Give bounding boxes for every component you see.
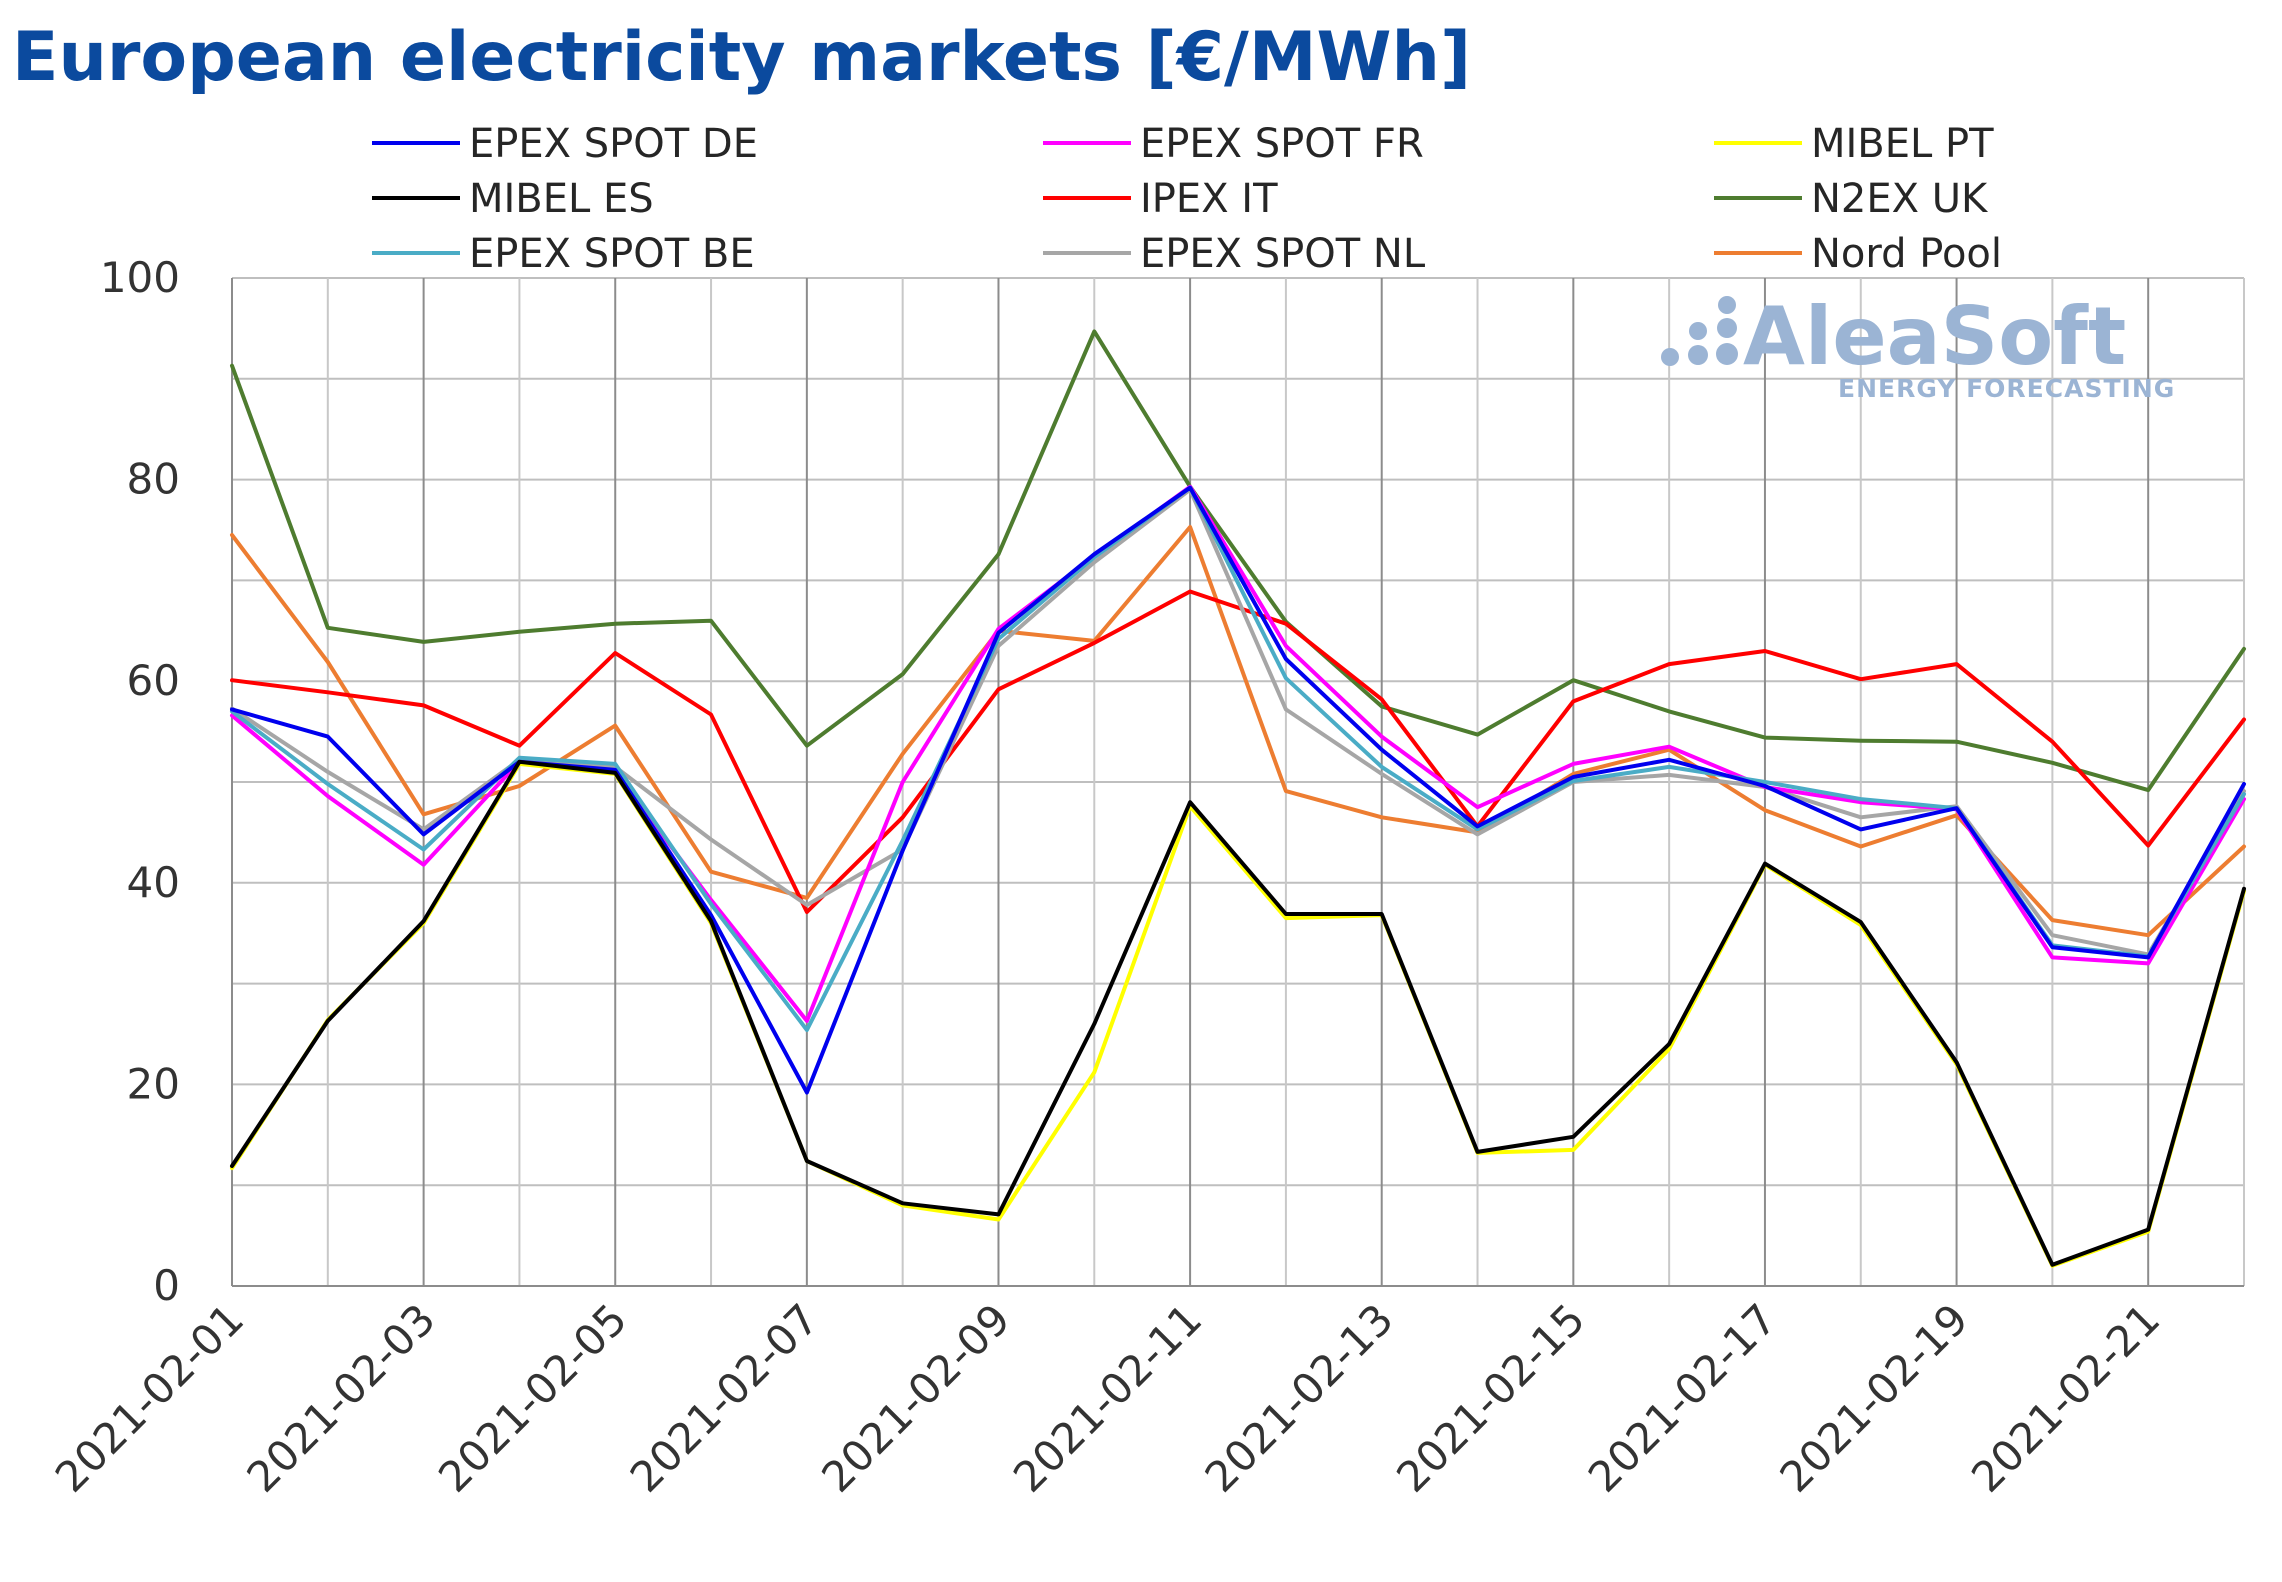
grid: [231, 277, 2245, 1287]
series-line-mibel-es: [230, 759, 2246, 1267]
series-line-n2ex-uk: [230, 329, 2246, 793]
logo-dot: [1716, 343, 1738, 365]
series-line-nord-pool: [230, 525, 2246, 938]
series-line-epex-spot-fr: [230, 484, 2246, 1023]
legend-label-epex-spot-be: EPEX SPOT BE: [469, 231, 755, 277]
legend-label-mibel-es: MIBEL ES: [469, 176, 654, 222]
legend-label-epex-spot-de: EPEX SPOT DE: [469, 121, 758, 167]
logo-dot: [1689, 322, 1707, 340]
legend-label-mibel-pt: MIBEL PT: [1811, 121, 1994, 167]
x-tick-label: 2021-02-11: [1004, 1294, 1211, 1501]
x-tick-label: 2021-02-21: [1962, 1294, 2169, 1501]
chart-title: European electricity markets [€/MWh]: [12, 18, 1472, 97]
legend: EPEX SPOT DE EPEX SPOT FR MIBEL PT MIBEL ES…: [372, 121, 2002, 277]
x-tick-label: 2021-02-13: [1196, 1294, 1403, 1501]
legend-label-epex-spot-fr: EPEX SPOT FR: [1140, 121, 1424, 167]
logo-dot: [1718, 296, 1736, 314]
watermark-tagline: ENERGY FORECASTING: [1838, 374, 2175, 403]
x-tick-label: 2021-02-17: [1579, 1294, 1786, 1501]
x-tick-label: 2021-02-15: [1387, 1294, 1594, 1501]
legend-label-ipex-it: IPEX IT: [1140, 176, 1278, 222]
y-tick-label: 40: [127, 858, 180, 907]
series-line-epex-spot-de: [230, 485, 2246, 1095]
y-tick-label: 80: [127, 455, 180, 504]
logo-dot: [1717, 318, 1737, 338]
x-tick-label: 2021-02-07: [621, 1294, 828, 1501]
logo-dot: [1661, 348, 1679, 366]
watermark-brand: AleaSoft: [1743, 290, 2126, 383]
y-tick-label: 60: [127, 656, 180, 705]
x-tick-label: 2021-02-05: [429, 1294, 636, 1501]
legend-label-epex-spot-nl: EPEX SPOT NL: [1140, 231, 1426, 277]
logo-dot: [1688, 345, 1708, 365]
series-line-mibel-pt: [230, 761, 2246, 1268]
legend-label-n2ex-uk: N2EX UK: [1811, 176, 1989, 222]
series-line-epex-spot-nl: [230, 487, 2246, 957]
x-tick-label: 2021-02-19: [1770, 1294, 1977, 1501]
legend-label-nord-pool: Nord Pool: [1811, 231, 2002, 277]
series-line-ipex-it: [230, 589, 2246, 914]
x-axis-ticks: 2021-02-012021-02-032021-02-052021-02-07…: [46, 1294, 2169, 1501]
series-line-epex-spot-be: [230, 485, 2246, 1032]
y-tick-label: 20: [127, 1059, 180, 1108]
y-axis-ticks: 0 20 40 60 80 100: [100, 253, 180, 1310]
x-tick-label: 2021-02-01: [46, 1294, 253, 1501]
x-tick-label: 2021-02-09: [812, 1294, 1019, 1501]
y-tick-label: 0: [153, 1261, 180, 1310]
x-tick-label: 2021-02-03: [237, 1294, 444, 1501]
series-lines: [230, 329, 2246, 1268]
y-tick-label: 100: [100, 253, 180, 302]
